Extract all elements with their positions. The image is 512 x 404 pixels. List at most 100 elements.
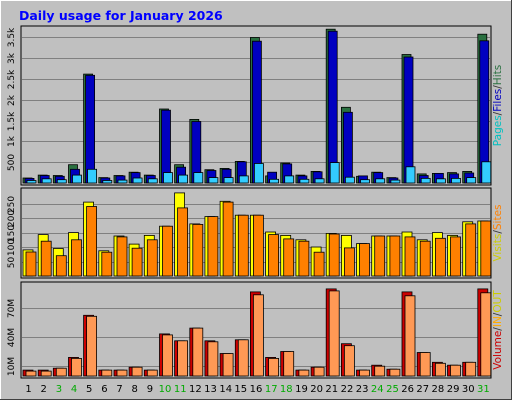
bar-sites (101, 251, 113, 277)
bar-sites (328, 233, 340, 277)
bar-sites (55, 255, 67, 277)
bar-files (403, 56, 414, 184)
bar-sites (374, 235, 386, 277)
y-tick-label: 150 (7, 225, 17, 242)
bar-pages (405, 166, 416, 184)
bar-pages (284, 175, 295, 184)
bar-pages (329, 162, 340, 184)
x-axis: 1 2 3 4 5 6 7 8 9 10 11 12 13 14 15 16 17 18 19 20 21 22 23 24 2… (25, 384, 489, 395)
y-tick-label: 2k (7, 94, 17, 106)
bar-sites (313, 251, 325, 277)
bar-sites (192, 223, 204, 277)
bar-pages (72, 174, 82, 184)
bar-sites (465, 223, 477, 277)
x-tick-label: 17 (265, 384, 278, 395)
bar-out (25, 370, 37, 377)
bar-pages (420, 177, 431, 184)
legend-entry: OUT (492, 290, 504, 313)
bar-pages (253, 163, 264, 184)
x-tick-label: 28 (432, 384, 445, 395)
bar-out (328, 290, 340, 377)
bar-sites (177, 207, 189, 277)
y-tick-label: 500 (7, 154, 17, 171)
y-tick-label: 40M (7, 328, 17, 347)
bar-pages (451, 177, 461, 184)
bar-pages (56, 179, 67, 184)
bar-pages (314, 178, 325, 184)
bar-pages (269, 178, 280, 184)
bar-pages (390, 179, 401, 184)
bar-pages (87, 168, 97, 184)
bar-out (40, 370, 52, 377)
bar-files (327, 30, 338, 184)
bar-sites (480, 220, 492, 277)
bar-out (71, 357, 82, 377)
y-tick-label: 100 (7, 239, 17, 256)
chart-panels: 5001k1.5k2k2.5k3k3.5kPages/Files/Hits501… (7, 25, 504, 379)
bar-sites (298, 240, 310, 277)
legend-entry: Visits (492, 234, 504, 262)
bar-out (177, 340, 189, 377)
x-tick-label: 6 (101, 384, 107, 395)
bar-pages (299, 178, 310, 184)
bar-pages (344, 176, 355, 184)
bar-sites (86, 206, 97, 277)
bar-pages (117, 179, 128, 184)
bar-files (161, 109, 171, 184)
bar-pages (193, 172, 204, 184)
bar-out (404, 295, 416, 377)
bar-pages (41, 178, 52, 184)
x-tick-label: 29 (447, 384, 460, 395)
legend-entry: / (492, 327, 504, 331)
bar-sites (222, 201, 234, 277)
x-tick-label: 7 (116, 384, 122, 395)
bar-sites (131, 247, 143, 277)
bar-sites (419, 240, 431, 277)
x-tick-label: 11 (174, 384, 187, 395)
series-legend: Visits/Sites (492, 204, 504, 261)
bar-sites (237, 214, 249, 277)
bar-out (268, 357, 280, 377)
legend-entry: / (492, 312, 504, 316)
x-tick-label: 12 (189, 384, 202, 395)
bar-sites (116, 236, 128, 277)
bar-sites (450, 236, 461, 277)
y-tick-label: 3k (7, 52, 17, 64)
x-tick-label: 10 (159, 384, 172, 395)
bar-out (450, 364, 461, 377)
legend-entry: Sites (492, 204, 504, 230)
x-tick-label: 23 (356, 384, 369, 395)
y-tick-label: 70M (7, 299, 17, 318)
bar-pages (102, 180, 113, 184)
bar-pages (223, 177, 234, 184)
bar-out (237, 339, 249, 377)
bar-sites (71, 239, 82, 277)
x-tick-label: 31 (477, 384, 490, 395)
x-tick-label: 4 (71, 384, 77, 395)
bar-out (343, 345, 355, 377)
bar-files (342, 111, 353, 184)
bar-sites (207, 216, 219, 277)
bar-out (359, 369, 370, 377)
bar-pages (26, 180, 37, 184)
legend-entry: IN (492, 316, 504, 327)
x-tick-label: 14 (219, 384, 232, 395)
bar-sites (162, 225, 173, 277)
x-tick-label: 5 (86, 384, 92, 395)
bar-out (374, 365, 386, 377)
bar-pages (435, 178, 446, 184)
bar-files (85, 74, 95, 184)
x-tick-label: 27 (416, 384, 429, 395)
x-tick-label: 21 (325, 384, 338, 395)
bar-out (465, 361, 477, 377)
bar-out (434, 362, 446, 377)
legend-entry: Files (492, 89, 504, 112)
bar-pages (208, 177, 219, 184)
x-tick-label: 16 (250, 384, 263, 395)
legend-entry: Pages (492, 115, 504, 146)
y-tick-label: 1k (7, 135, 17, 147)
bar-out (283, 351, 295, 377)
